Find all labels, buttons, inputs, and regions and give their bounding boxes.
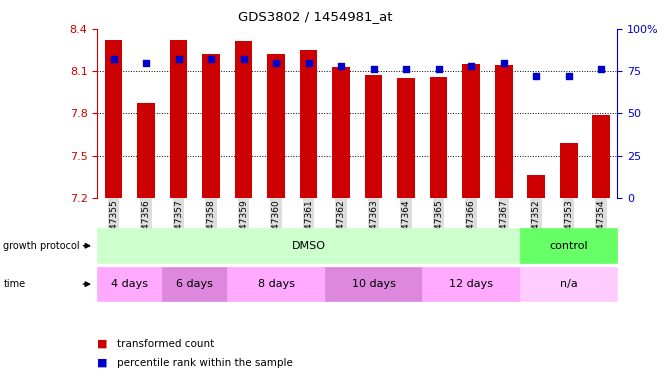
Bar [560,143,578,198]
Point [173,56,184,62]
Point [270,60,281,66]
Bar [267,54,285,198]
Text: GDS3802 / 1454981_at: GDS3802 / 1454981_at [238,10,393,23]
Text: 8 days: 8 days [258,279,295,289]
Point [206,56,217,62]
Text: control: control [550,241,588,251]
Point [336,63,346,69]
Bar [364,75,382,198]
Bar [170,40,187,198]
Point [401,66,411,73]
Text: percentile rank within the sample: percentile rank within the sample [117,358,293,368]
Bar [527,175,545,198]
Point [368,66,379,73]
Text: time: time [3,279,25,289]
Bar [332,67,350,198]
Point [498,60,509,66]
Bar [202,54,220,198]
Text: 10 days: 10 days [352,279,395,289]
Text: n/a: n/a [560,279,578,289]
Text: 6 days: 6 days [176,279,213,289]
Point [433,66,444,73]
Point [531,73,541,79]
Bar [495,65,513,198]
Text: 4 days: 4 days [111,279,148,289]
Text: ■: ■ [97,358,108,368]
Text: growth protocol: growth protocol [3,241,80,251]
Bar [592,115,610,198]
Point [596,66,607,73]
Text: transformed count: transformed count [117,339,215,349]
Bar [462,64,480,198]
Bar [235,41,252,198]
Bar [397,78,415,198]
Point [141,60,152,66]
Text: 12 days: 12 days [449,279,493,289]
Point [238,56,249,62]
Text: DMSO: DMSO [292,241,325,251]
Point [563,73,574,79]
Text: ■: ■ [97,339,108,349]
Bar [429,77,448,198]
Point [108,56,119,62]
Bar [105,40,123,198]
Bar [300,50,317,198]
Point [466,63,476,69]
Bar [137,103,155,198]
Point [303,60,314,66]
